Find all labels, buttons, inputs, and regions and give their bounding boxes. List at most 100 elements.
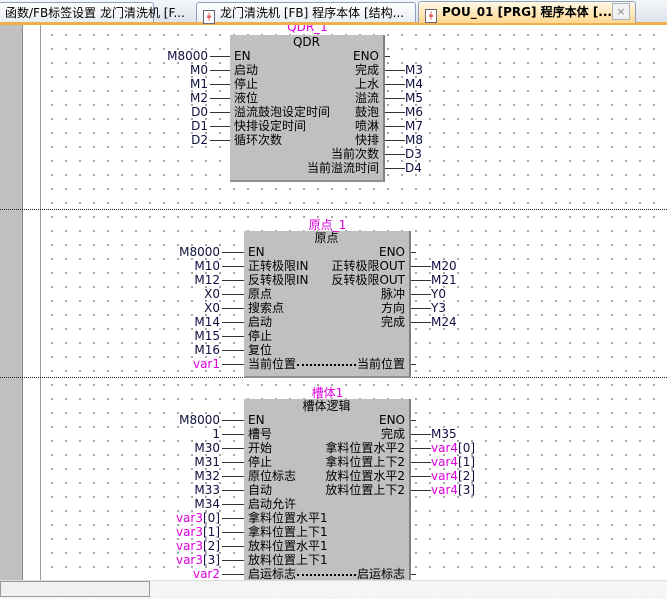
function-block-0[interactable]: QDR EN ENO 启动 完成 停止 上水 液位 溢流 溢流鼓泡设定时间 鼓泡 快排设定时间 喷淋 循环… — [230, 35, 385, 182]
device-label[interactable]: M24 — [431, 315, 457, 329]
device-label[interactable]: M8000 — [179, 413, 220, 427]
device-label[interactable]: M10 — [194, 259, 220, 273]
device-label[interactable]: M16 — [194, 343, 220, 357]
variable-label[interactable]: var4[3] — [431, 483, 475, 497]
device-label[interactable]: M21 — [431, 273, 457, 287]
variable-label[interactable]: var3[2] — [176, 539, 220, 553]
close-tab-button[interactable]: × — [612, 3, 630, 20]
device-label[interactable]: M12 — [194, 273, 220, 287]
inout-link — [297, 567, 356, 576]
block-instance-name[interactable]: QDR_1 — [287, 25, 328, 34]
tab-fb-label-settings[interactable]: 函数/FB标签设置 龙门清洗机 [F... — [0, 2, 185, 22]
wire — [210, 112, 230, 113]
input-pin-name: 复位 — [248, 343, 273, 357]
pin-spacer — [272, 329, 405, 343]
pin-spacer — [258, 91, 355, 105]
device-label[interactable]: M30 — [194, 441, 220, 455]
device-label[interactable]: D4 — [405, 161, 422, 175]
variable-label[interactable]: var4[2] — [431, 469, 475, 483]
device-label[interactable]: D2 — [191, 133, 208, 147]
wire — [222, 434, 244, 435]
close-icon: × — [616, 5, 626, 18]
device-label[interactable]: M2 — [190, 91, 208, 105]
variable-name: var4 — [431, 441, 459, 455]
pin-row: 拿料位置水平1 — [248, 511, 405, 525]
tab-pou01-program-body[interactable]: ╪ POU_01 [PRG] 程序本体 [... — [418, 1, 636, 23]
function-block-1[interactable]: 原点 EN ENO 正转极限IN 正转极限OUT 反转极限IN 反转极限OUT 原点 脉冲 搜索点… — [244, 231, 411, 378]
wire — [210, 98, 230, 99]
device-label[interactable]: M34 — [194, 497, 220, 511]
output-pin-name: 当前溢流时间 — [306, 161, 379, 175]
wire — [222, 336, 244, 337]
device-label[interactable]: M31 — [194, 455, 220, 469]
variable-name: M12 — [194, 273, 220, 287]
variable-label[interactable]: var1 — [193, 357, 220, 371]
input-pin-name: 启动 — [248, 315, 273, 329]
pin-spacer — [296, 469, 325, 483]
input-pin-name: EN — [248, 413, 265, 427]
variable-label[interactable]: var3[0] — [176, 511, 220, 525]
device-label[interactable]: D3 — [405, 147, 422, 161]
device-label[interactable]: D1 — [191, 119, 208, 133]
device-label[interactable]: M20 — [431, 259, 457, 273]
device-label[interactable]: M14 — [194, 315, 220, 329]
device-label[interactable]: M8000 — [179, 245, 220, 259]
device-label[interactable]: X0 — [204, 287, 220, 301]
device-label[interactable]: 1 — [212, 427, 220, 441]
variable-name: M1 — [190, 77, 208, 91]
variable-name: M2 — [190, 91, 208, 105]
wire — [411, 364, 416, 365]
ladder-editor-canvas[interactable]: QDR EN ENO 启动 完成 停止 上水 液位 溢流 溢流鼓泡设定时间 鼓泡 快排设定时间 喷淋 循环… — [0, 25, 667, 580]
pin-row: 启运标志 启运标志 — [248, 567, 405, 580]
device-label[interactable]: M35 — [431, 427, 457, 441]
pin-row: 自动 放料位置上下2 — [248, 483, 405, 497]
pin-spacer — [328, 511, 405, 525]
block-instance-name[interactable]: 原点_1 — [308, 218, 347, 232]
pin-row: 当前次数 — [234, 147, 379, 161]
device-label[interactable]: X0 — [204, 301, 220, 315]
variable-index: [0] — [458, 441, 476, 455]
variable-name: D2 — [191, 133, 208, 147]
device-label[interactable]: D0 — [191, 105, 208, 119]
variable-label[interactable]: var4[0] — [431, 441, 475, 455]
wire — [411, 322, 431, 323]
wire — [411, 574, 416, 575]
pin-spacer — [328, 525, 405, 539]
pin-row: EN ENO — [248, 245, 405, 259]
tab-fb-program-body[interactable]: ╪ 龙门清洗机 [FB] 程序本体 [结构... — [196, 2, 416, 24]
device-label[interactable]: M1 — [190, 77, 208, 91]
wire — [411, 252, 416, 253]
variable-label[interactable]: var3[1] — [176, 525, 220, 539]
output-pin-name: ENO — [352, 49, 379, 63]
scrollbar-thumb[interactable] — [0, 581, 150, 597]
device-label[interactable]: M32 — [194, 469, 220, 483]
block-instance-name[interactable]: 槽体1 — [311, 386, 344, 400]
device-label[interactable]: M15 — [194, 329, 220, 343]
device-label[interactable]: M3 — [405, 63, 423, 77]
variable-label[interactable]: var4[1] — [431, 455, 475, 469]
variable-name: var3 — [175, 553, 203, 567]
device-label[interactable]: M0 — [190, 63, 208, 77]
device-label[interactable]: M8 — [405, 133, 423, 147]
horizontal-scrollbar[interactable] — [0, 580, 667, 599]
device-label[interactable]: M5 — [405, 91, 423, 105]
device-label[interactable]: Y3 — [431, 301, 446, 315]
variable-name: M32 — [194, 469, 220, 483]
device-label[interactable]: Y0 — [431, 287, 446, 301]
variable-name: var4 — [431, 455, 459, 469]
function-block-2[interactable]: 槽体逻辑 EN ENO 槽号 完成 开始 拿料位置水平2 停止 拿料位置上下2 原位标志 放料位置水… — [244, 399, 411, 580]
variable-label[interactable]: var2 — [193, 567, 220, 580]
input-pin-name: EN — [248, 245, 265, 259]
variable-name: M8 — [405, 133, 423, 147]
device-label[interactable]: M33 — [194, 483, 220, 497]
variable-label[interactable]: var3[3] — [176, 553, 220, 567]
input-pin-name: 拿料位置上下1 — [248, 525, 328, 539]
pin-spacer — [265, 245, 379, 259]
input-pin-name: 原位标志 — [248, 469, 297, 483]
device-label[interactable]: M8000 — [167, 49, 208, 63]
device-label[interactable]: M6 — [405, 105, 423, 119]
wire — [222, 448, 244, 449]
device-label[interactable]: M7 — [405, 119, 423, 133]
wire — [222, 252, 244, 253]
device-label[interactable]: M4 — [405, 77, 423, 91]
